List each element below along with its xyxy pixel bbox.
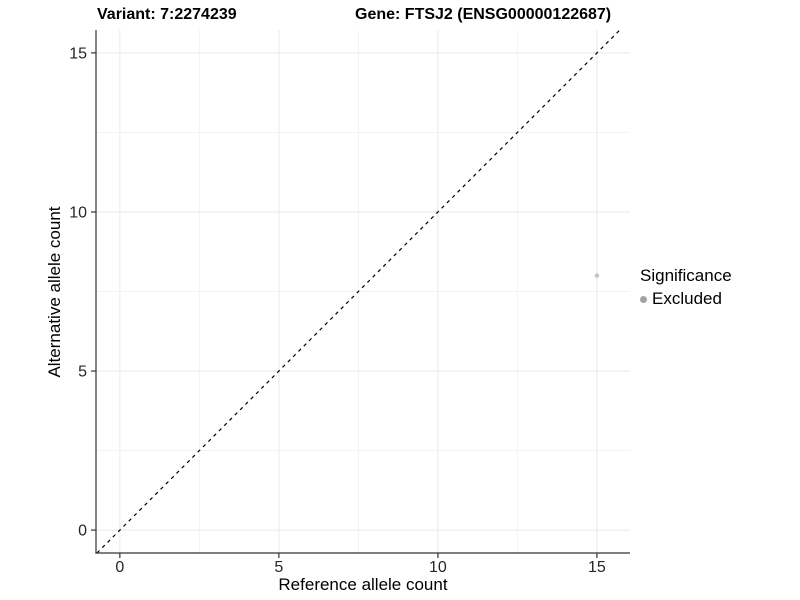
legend-items: Excluded (640, 289, 732, 309)
y-axis-label: Alternative allele count (45, 206, 64, 378)
x-tick-label: 10 (429, 559, 447, 576)
plot-title-variant: Variant: 7:2274239 (97, 6, 237, 23)
legend-item: Excluded (640, 289, 732, 309)
legend-key-dot-icon (640, 295, 647, 303)
x-tick-label: 15 (588, 559, 606, 576)
plot-title-gene: Gene: FTSJ2 (ENSG00000122687) (355, 6, 612, 23)
identity-line (96, 29, 621, 554)
x-axis-label: Reference allele count (278, 575, 448, 594)
y-tick-label: 15 (69, 45, 87, 62)
legend-title: Significance (640, 266, 732, 285)
legend-item-label: Excluded (652, 289, 722, 308)
legend: Significance Excluded (640, 266, 732, 309)
y-tick-label: 0 (78, 523, 87, 540)
data-point (594, 273, 600, 278)
y-tick-label: 10 (69, 204, 87, 221)
x-tick-label: 5 (274, 559, 283, 576)
y-tick-label: 5 (78, 364, 87, 381)
x-tick-label: 0 (115, 559, 124, 576)
